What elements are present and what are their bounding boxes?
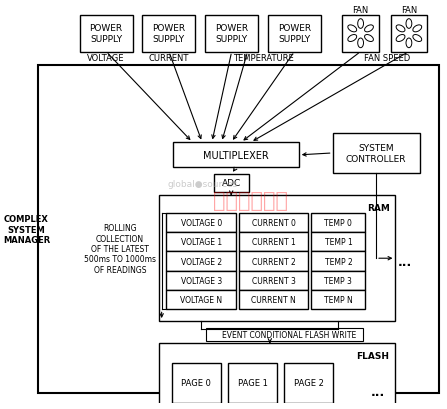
Text: VOLTAGE 3: VOLTAGE 3 xyxy=(181,276,222,285)
Text: ADC: ADC xyxy=(222,179,241,188)
Text: PAGE 0: PAGE 0 xyxy=(181,378,211,387)
Bar xyxy=(312,271,366,290)
Bar xyxy=(166,271,236,290)
Bar xyxy=(142,16,195,52)
Bar xyxy=(159,196,396,321)
Bar xyxy=(214,175,249,192)
Bar xyxy=(173,143,299,168)
Text: VOLTAGE: VOLTAGE xyxy=(87,54,125,63)
Bar xyxy=(312,252,366,271)
Text: SYSTEM
CONTROLLER: SYSTEM CONTROLLER xyxy=(346,144,406,163)
Bar xyxy=(205,16,258,52)
Text: ROLLING
COLLECTION
OF THE LATEST
500ms TO 1000ms
OF READINGS: ROLLING COLLECTION OF THE LATEST 500ms T… xyxy=(84,224,156,274)
Text: TEMP N: TEMP N xyxy=(324,296,353,305)
Text: ...: ... xyxy=(371,385,385,398)
Text: VOLTAGE 0: VOLTAGE 0 xyxy=(181,218,222,227)
Text: POWER
SUPPLY: POWER SUPPLY xyxy=(89,25,122,44)
Bar xyxy=(391,16,427,52)
Bar xyxy=(239,252,308,271)
Text: FAN SPEED: FAN SPEED xyxy=(363,54,410,63)
Text: VOLTAGE 2: VOLTAGE 2 xyxy=(181,257,222,266)
Text: VOLTAGE 1: VOLTAGE 1 xyxy=(181,238,222,247)
Bar xyxy=(239,271,308,290)
Bar xyxy=(284,363,333,403)
Bar xyxy=(166,252,236,271)
Bar xyxy=(312,233,366,252)
Text: 电子工程专辑: 电子工程专辑 xyxy=(213,191,288,211)
Text: PAGE 2: PAGE 2 xyxy=(294,378,323,387)
Text: COMPLEX
SYSTEM
MANAGER: COMPLEX SYSTEM MANAGER xyxy=(3,215,50,245)
Bar xyxy=(239,233,308,252)
Bar xyxy=(80,16,133,52)
Text: TEMP 3: TEMP 3 xyxy=(325,276,352,285)
Text: CURRENT N: CURRENT N xyxy=(251,296,296,305)
Text: global●sources: global●sources xyxy=(167,180,237,189)
Text: POWER
SUPPLY: POWER SUPPLY xyxy=(215,25,248,44)
Text: FAN: FAN xyxy=(401,7,417,16)
Text: POWER
SUPPLY: POWER SUPPLY xyxy=(278,25,311,44)
Bar xyxy=(239,290,308,310)
Bar xyxy=(312,290,366,310)
Bar xyxy=(342,16,379,52)
Text: MULTIPLEXER: MULTIPLEXER xyxy=(203,151,269,160)
Bar xyxy=(166,233,236,252)
Text: ...: ... xyxy=(398,255,412,268)
Text: CURRENT: CURRENT xyxy=(149,54,189,63)
Bar xyxy=(239,213,308,233)
Text: TEMP 1: TEMP 1 xyxy=(325,238,352,247)
Text: EVENT CONDITIONAL FLASH WRITE: EVENT CONDITIONAL FLASH WRITE xyxy=(222,330,356,339)
Text: TEMP 2: TEMP 2 xyxy=(325,257,352,266)
Text: TEMPERATURE: TEMPERATURE xyxy=(233,54,293,63)
Text: CURRENT 2: CURRENT 2 xyxy=(252,257,295,266)
Bar xyxy=(172,363,220,403)
Text: CURRENT 1: CURRENT 1 xyxy=(252,238,295,247)
Text: RAM: RAM xyxy=(367,204,390,213)
Bar xyxy=(268,16,321,52)
Bar xyxy=(166,213,236,233)
Text: CURRENT 3: CURRENT 3 xyxy=(252,276,295,285)
Bar xyxy=(333,133,420,174)
Bar xyxy=(166,290,236,310)
Text: POWER
SUPPLY: POWER SUPPLY xyxy=(152,25,186,44)
Text: CURRENT 0: CURRENT 0 xyxy=(252,218,295,227)
Bar xyxy=(228,363,277,403)
Text: TEMP 0: TEMP 0 xyxy=(325,218,352,227)
Text: FLASH: FLASH xyxy=(357,351,390,360)
Bar xyxy=(38,66,439,393)
Bar xyxy=(312,213,366,233)
Text: VOLTAGE N: VOLTAGE N xyxy=(180,296,222,305)
Bar xyxy=(206,328,363,342)
Bar xyxy=(159,344,396,409)
Text: PAGE 1: PAGE 1 xyxy=(237,378,267,387)
Text: FAN: FAN xyxy=(353,7,369,16)
